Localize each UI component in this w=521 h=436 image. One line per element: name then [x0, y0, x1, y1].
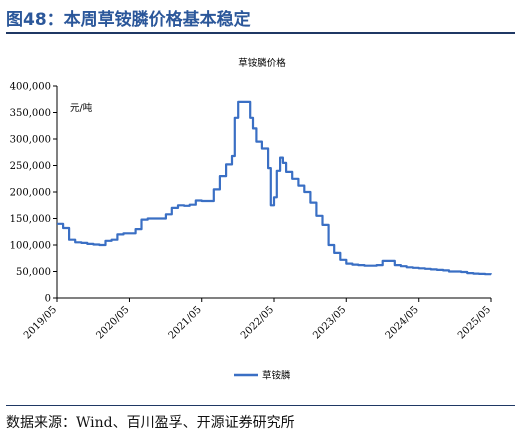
x-tick-label: 2025/05 — [456, 304, 493, 341]
y-tick-label: 100,000 — [10, 241, 51, 252]
figure-footer: 数据来源：Wind、百川盈孚、开源证券研究所 — [6, 405, 515, 432]
series-line — [57, 100, 493, 276]
series-layer — [57, 100, 493, 276]
x-tick-label: 2022/05 — [239, 304, 276, 341]
y-tick-label: 300,000 — [10, 135, 51, 146]
y-tick-label: 150,000 — [10, 214, 51, 225]
y-tick-label: 50,000 — [16, 267, 51, 278]
x-tick-label: 2021/05 — [167, 304, 204, 341]
y-axis: 0 50,000 100,000 150,000 200,000 250,000 300,0… — [10, 82, 58, 305]
y-tick-label: 400,000 — [10, 82, 51, 93]
x-tick-label: 2024/05 — [384, 304, 421, 341]
legend: 草铵膦 — [234, 370, 291, 382]
y-tick-label: 250,000 — [10, 161, 51, 172]
figure-title: 图48：本周草铵膦价格基本稳定 — [6, 10, 251, 30]
source-note: 数据来源：Wind、百川盈孚、开源证券研究所 — [6, 415, 295, 431]
x-tick-label: 2020/05 — [94, 304, 131, 341]
line-chart: 草铵膦价格 元/吨 0 50,000 100,000 150,000 200,000 25… — [10, 57, 493, 382]
x-tick-label: 2019/05 — [22, 304, 59, 341]
chart-title: 草铵膦价格 — [238, 57, 286, 69]
x-axis: 2019/05 2020/05 2021/05 2022/05 2023/05 2024/… — [22, 297, 493, 341]
y-tick-label: 0 — [45, 294, 51, 305]
unit-label: 元/吨 — [70, 102, 93, 114]
y-tick-label: 350,000 — [10, 108, 51, 119]
x-tick-label: 2023/05 — [311, 304, 348, 341]
legend-label: 草铵膦 — [262, 370, 291, 382]
y-tick-label: 200,000 — [10, 188, 51, 199]
figure-header: 图48：本周草铵膦价格基本稳定 — [6, 2, 515, 34]
